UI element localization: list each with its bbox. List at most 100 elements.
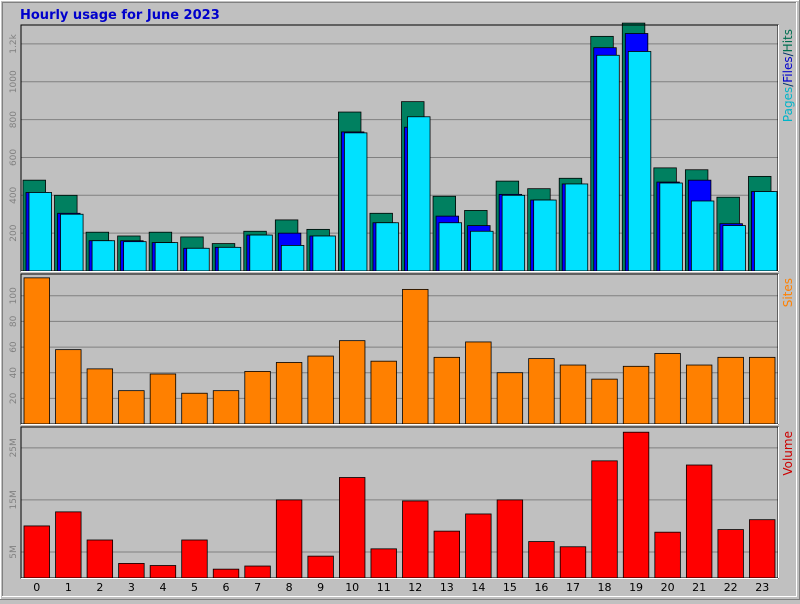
y-tick-label: 80 <box>9 315 19 327</box>
panel-requests-background <box>21 25 778 271</box>
y-tick-label: 60 <box>9 341 19 353</box>
bar-pages <box>249 234 273 272</box>
bar-pages <box>470 230 494 272</box>
bar-volume <box>496 499 524 579</box>
bar-sites <box>307 355 334 425</box>
bar-pages <box>564 183 589 272</box>
axis-label-sites: Sites <box>781 278 795 307</box>
x-tick-label: 7 <box>254 581 261 594</box>
bar-pages <box>690 200 715 272</box>
axis-label-part: / <box>781 51 795 56</box>
x-tick-label: 21 <box>692 581 706 594</box>
bar-pages <box>91 240 116 272</box>
bar-pages <box>154 242 179 272</box>
x-tick-label: 3 <box>128 581 135 594</box>
bar-sites <box>717 356 744 425</box>
bar-sites <box>622 365 650 425</box>
bar-volume <box>86 539 114 579</box>
axis-label-volume: Volume <box>781 431 795 476</box>
bar-pages <box>186 247 210 272</box>
axis-label-part: Sites <box>781 278 795 307</box>
x-tick-label: 0 <box>33 581 40 594</box>
bar-volume <box>717 529 744 579</box>
y-tick-label: 800 <box>9 111 19 128</box>
x-tick-label: 19 <box>629 581 643 594</box>
bar-sites <box>591 378 618 425</box>
bar-pages <box>533 199 557 272</box>
bar-volume <box>149 565 177 579</box>
panel-volume: 5M 15M 25M Volume <box>9 426 795 579</box>
bar-volume <box>685 464 713 579</box>
bar-volume <box>433 530 460 579</box>
y-tick-label: 600 <box>9 149 19 166</box>
axis-label-part: Pages <box>781 87 795 122</box>
bar-sites <box>339 340 366 425</box>
bar-sites <box>118 390 145 425</box>
bar-pages <box>217 246 242 272</box>
x-tick-label: 11 <box>377 581 391 594</box>
bar-sites <box>749 356 776 425</box>
bar-volume <box>339 477 366 579</box>
y-tick-label: 200 <box>9 224 19 241</box>
axis-label-part: / <box>781 82 795 87</box>
bar-pages <box>438 222 462 272</box>
bar-sites <box>55 349 82 425</box>
bar-sites <box>212 390 240 425</box>
bar-pages <box>123 241 147 272</box>
y-tick-label: 15M <box>9 490 19 509</box>
bar-volume <box>307 555 334 579</box>
axis-label-part: Hits <box>781 29 795 52</box>
bar-volume <box>528 541 555 579</box>
bar-pages <box>722 225 746 272</box>
bar-pages <box>344 132 368 272</box>
bar-volume <box>591 460 618 579</box>
bar-sites <box>465 341 492 425</box>
bar-volume <box>275 499 303 579</box>
bar-pages <box>754 191 778 272</box>
bar-pages <box>596 54 620 272</box>
bar-volume <box>181 539 208 579</box>
bar-sites <box>23 277 50 425</box>
bar-volume <box>55 511 82 579</box>
y-tick-label: 1.2k <box>9 33 19 53</box>
bar-volume <box>118 563 145 579</box>
bar-sites <box>559 364 587 425</box>
panel-volume-background <box>21 427 778 578</box>
x-tick-label: 4 <box>159 581 166 594</box>
bar-pages <box>375 222 399 272</box>
bar-pages <box>407 116 431 272</box>
bar-volume <box>465 513 492 579</box>
x-tick-label: 10 <box>345 581 359 594</box>
x-axis-ticks: 0 1 2 3 4 5 6 7 8 9 10 11 12 13 14 15 16 17 18 19 20 21 22 23 <box>33 581 769 594</box>
bar-sites <box>433 356 460 425</box>
bar-volume <box>244 565 271 579</box>
y-tick-label: 1000 <box>9 70 19 93</box>
bar-pages <box>627 51 652 272</box>
series-pages <box>28 51 778 272</box>
chart-panels: 20040060080010001.2kPages/Files/Hits2040… <box>9 22 795 579</box>
bar-pages <box>501 194 526 272</box>
y-tick-label: 25M <box>9 438 19 457</box>
bar-volume <box>749 519 776 579</box>
bar-sites <box>244 371 271 425</box>
y-tick-label: 20 <box>9 392 19 404</box>
panel-sites-background <box>21 274 778 424</box>
x-tick-label: 2 <box>96 581 103 594</box>
bar-volume <box>654 531 681 579</box>
bar-pages <box>60 213 84 272</box>
x-tick-label: 9 <box>317 581 324 594</box>
bar-volume <box>559 546 587 579</box>
x-tick-label: 17 <box>566 581 580 594</box>
bar-sites <box>149 373 177 425</box>
x-tick-label: 5 <box>191 581 198 594</box>
bar-sites <box>275 362 303 425</box>
y-tick-label: 100 <box>9 287 19 304</box>
bar-pages <box>28 192 52 272</box>
bar-sites <box>496 372 524 425</box>
chart-title: Hourly usage for June 2023 <box>20 8 220 23</box>
panel-sites: 20 40 60 80 100 Sites <box>9 273 795 425</box>
axis-label-part: Files <box>781 56 795 82</box>
bar-sites <box>402 288 429 425</box>
series-sites <box>23 277 776 425</box>
